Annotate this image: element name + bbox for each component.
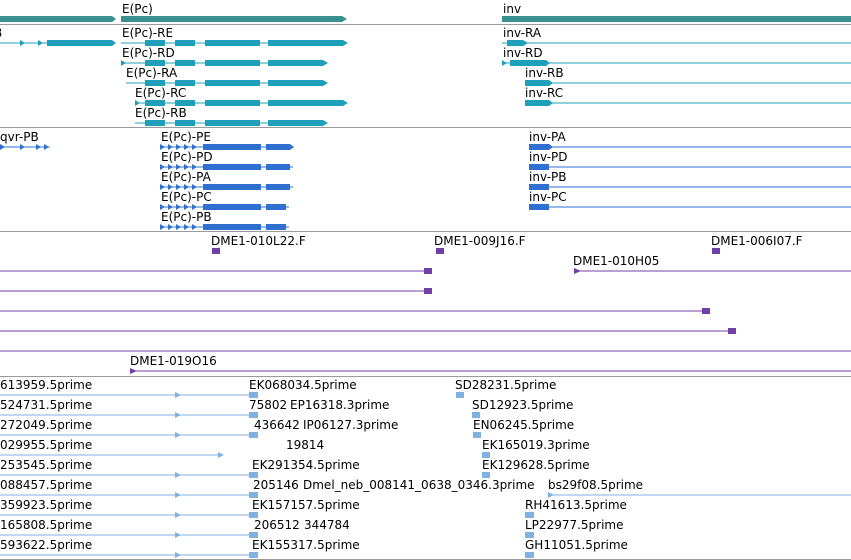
track-divider (0, 24, 851, 25)
est-label[interactable]: EK157157.5prime (252, 498, 360, 512)
gene-label[interactable]: E(Pc) (122, 2, 153, 16)
est-label[interactable]: 165808.5prime (0, 518, 93, 532)
est-label[interactable]: EP16318.3prime (290, 398, 390, 412)
transcript-label[interactable]: inv-RC (525, 86, 564, 100)
transcript-label-clipped: B (0, 26, 2, 40)
est-label[interactable]: EK291354.5prime (252, 458, 360, 472)
est-label[interactable]: LP22977.5prime (525, 518, 624, 532)
est-label[interactable]: 088457.5prime (0, 478, 93, 492)
track-divider (0, 376, 851, 377)
transcript-label[interactable]: E(Pc)-RD (122, 46, 175, 60)
track-divider (0, 127, 851, 128)
gene-label[interactable]: inv (503, 2, 522, 16)
protein-label[interactable]: E(Pc)-PB (161, 210, 212, 224)
clone-label[interactable]: DME1-006I07.F (711, 234, 803, 248)
transcript-label[interactable]: E(Pc)-RA (126, 66, 178, 80)
clone-label[interactable]: DME1-010L22.F (211, 234, 306, 248)
est-label[interactable]: 029955.5prime (0, 438, 93, 452)
est-label[interactable]: bs29f08.5prime (548, 478, 644, 492)
protein-label[interactable]: E(Pc)-PC (161, 190, 212, 204)
protein-label[interactable]: inv-PB (529, 170, 567, 184)
gene-bar-inv (502, 16, 851, 22)
gene-bar (0, 16, 112, 22)
protein-label[interactable]: E(Pc)-PA (161, 170, 211, 184)
est-label[interactable]: 593622.5prime (0, 538, 93, 552)
est-label[interactable]: 206512 (254, 518, 300, 532)
transcript-label[interactable]: E(Pc)-RB (135, 106, 187, 120)
est-label[interactable]: 613959.5prime (0, 378, 93, 392)
est-track-glyphs (0, 392, 851, 558)
protein-label[interactable]: E(Pc)-PD (161, 150, 213, 164)
gene-bar-arrow (342, 16, 347, 22)
est-label[interactable]: RH41613.5prime (525, 498, 627, 512)
protein-track-glyphs (0, 144, 851, 230)
clone-track-glyphs (0, 248, 851, 374)
est-label[interactable]: EK155317.5prime (252, 538, 360, 552)
est-label[interactable]: 524731.5prime (0, 398, 93, 412)
protein-label[interactable]: inv-PC (529, 190, 567, 204)
gene-bar-epc (121, 16, 342, 22)
est-label[interactable]: GH11051.5prime (525, 538, 628, 552)
gene-bar-arrow (112, 16, 116, 22)
est-label[interactable]: SD28231.5prime (455, 378, 557, 392)
est-label[interactable]: 19814 (286, 438, 325, 452)
est-label[interactable]: 359923.5prime (0, 498, 93, 512)
est-label[interactable]: 205146 (253, 478, 299, 492)
est-label[interactable]: Dmel_neb_008141_0638_0346.3prime (303, 478, 535, 492)
protein-label[interactable]: qvr-PB (0, 130, 39, 144)
protein-label[interactable]: inv-PD (529, 150, 568, 164)
est-label[interactable]: 253545.5prime (0, 458, 93, 472)
est-label[interactable]: 436642 (254, 418, 300, 432)
est-label[interactable]: 272049.5prime (0, 418, 93, 432)
transcript-label[interactable]: inv-RA (503, 26, 542, 40)
est-label[interactable]: SD12923.5prime (472, 398, 574, 412)
transcript-label[interactable]: inv-RD (503, 46, 543, 60)
est-label[interactable]: 75802 (249, 398, 288, 412)
transcript-label[interactable]: E(Pc)-RE (122, 26, 174, 40)
clone-label[interactable]: DME1-009J16.F (434, 234, 526, 248)
clone-label[interactable]: DME1-010H05 (573, 254, 660, 268)
transcript-track-glyphs (0, 40, 851, 126)
est-label[interactable]: 344784 (304, 518, 350, 532)
est-label[interactable]: EK068034.5prime (249, 378, 357, 392)
est-label[interactable]: EN06245.5prime (473, 418, 575, 432)
clone-label[interactable]: DME1-019O16 (130, 354, 217, 368)
gene-track-glyphs (0, 16, 851, 22)
protein-label[interactable]: E(Pc)-PE (161, 130, 211, 144)
est-label[interactable]: EK165019.3prime (482, 438, 590, 452)
track-divider (0, 231, 851, 232)
protein-label[interactable]: inv-PA (529, 130, 566, 144)
est-label[interactable]: EK129628.5prime (482, 458, 590, 472)
est-label[interactable]: IP06127.3prime (303, 418, 399, 432)
transcript-label[interactable]: inv-RB (525, 66, 564, 80)
transcript-label[interactable]: E(Pc)-RC (135, 86, 187, 100)
